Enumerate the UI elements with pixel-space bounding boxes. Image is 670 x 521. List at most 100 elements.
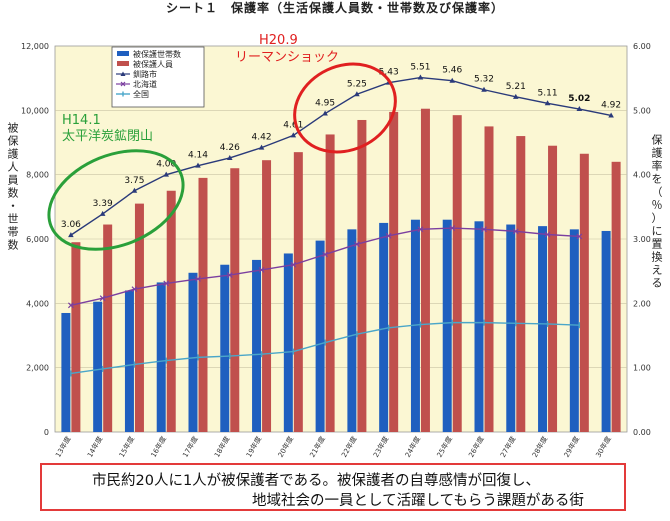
y-left-tick-label: 4,000 xyxy=(26,299,49,308)
data-point xyxy=(353,241,360,248)
bar xyxy=(442,219,452,432)
x-tick-label: 27年度 xyxy=(498,435,517,459)
x-tick-label: 24年度 xyxy=(403,435,422,459)
legend-swatch-persons xyxy=(117,61,129,66)
bar xyxy=(166,190,176,432)
label-layer: 3.06 3.39 3.75 4.00 4.14 4.26 4.42 4.61 4.95 5.25… xyxy=(61,63,621,231)
legend-swatch-households xyxy=(117,51,129,56)
data-point xyxy=(417,74,424,80)
x-tick-label: 18年度 xyxy=(212,435,231,459)
data-point xyxy=(576,106,583,112)
lehman-shock-text: リーマンショック xyxy=(235,50,339,65)
data-point xyxy=(512,93,519,99)
line-layer xyxy=(67,74,614,377)
data-label: 4.14 xyxy=(188,151,208,161)
lehman-shock-date: H20.9 xyxy=(259,33,298,48)
data-label: 3.39 xyxy=(93,199,113,209)
bar xyxy=(156,282,166,432)
bar xyxy=(548,145,558,432)
data-point xyxy=(195,162,201,168)
y-right-tick-label: 6.00 xyxy=(633,42,651,51)
chart-title: シート１ 保護率（生活保護人員数・世帯数及び保護率） xyxy=(165,1,504,15)
data-label: 5.43 xyxy=(379,68,399,78)
coal-mine-closure-ellipse xyxy=(47,149,185,251)
bar xyxy=(389,111,399,433)
y-right-tick-label: 3.00 xyxy=(633,235,651,244)
y-left-tick-label: 10,000 xyxy=(21,106,49,115)
data-label: 5.46 xyxy=(442,66,462,76)
bar xyxy=(579,153,589,432)
bar xyxy=(379,222,389,432)
data-label: 4.26 xyxy=(220,143,240,153)
data-label: 5.51 xyxy=(410,63,430,73)
chart-svg: 3.06 3.39 3.75 4.00 4.14 4.26 4.42 4.61 4.95 5.25… xyxy=(8,33,663,459)
data-point xyxy=(544,231,551,238)
bar xyxy=(61,312,71,432)
y-right-tick-label: 4.00 xyxy=(633,171,651,180)
bar-layer xyxy=(61,108,621,433)
data-point xyxy=(449,225,456,231)
x-tick-label: 14年度 xyxy=(85,435,104,459)
bar xyxy=(134,203,144,432)
bar xyxy=(506,224,516,432)
x-tick-label: 25年度 xyxy=(435,435,454,459)
bar xyxy=(220,264,230,432)
x-tick-label: 26年度 xyxy=(466,435,485,459)
bar xyxy=(188,272,198,432)
y-left-tick-label: 6,000 xyxy=(26,235,49,244)
y-right-axis-title: 保護率を（％）に置換える xyxy=(652,133,663,290)
bar xyxy=(262,160,272,433)
data-point xyxy=(258,144,265,150)
bar xyxy=(93,301,103,432)
data-point xyxy=(226,272,233,278)
y-left-tick-label: 12,000 xyxy=(21,42,49,51)
data-point xyxy=(290,132,297,138)
y-right-tick-label: 5.00 xyxy=(633,106,651,115)
data-label: 4.92 xyxy=(601,100,621,110)
data-label: 5.02 xyxy=(568,94,590,104)
x-tick-label: 17年度 xyxy=(180,435,199,459)
data-point xyxy=(449,77,456,83)
bar xyxy=(325,134,335,433)
x-tick-label: 13年度 xyxy=(53,435,72,459)
bar xyxy=(452,115,462,433)
bar xyxy=(410,219,420,432)
bar xyxy=(71,242,81,432)
data-label: 4.95 xyxy=(315,99,335,109)
data-label: 5.11 xyxy=(538,88,558,98)
data-label: 4.42 xyxy=(252,133,272,143)
y-right-tick-label: 1.00 xyxy=(633,364,651,373)
legend: 被保護世帯数 被保護人員 釧路市 北海道 全国 xyxy=(111,46,205,108)
grid-layer xyxy=(55,110,627,368)
bar xyxy=(198,177,208,432)
data-point xyxy=(258,266,265,273)
x-tick-label: 15年度 xyxy=(117,435,136,459)
bar xyxy=(357,119,367,432)
data-label: 4.61 xyxy=(283,120,303,130)
data-label: 4.00 xyxy=(156,160,176,170)
bar xyxy=(611,161,621,433)
data-label: 5.32 xyxy=(474,75,494,85)
legend-marker-kushiro xyxy=(120,71,126,76)
data-point xyxy=(322,110,328,116)
x-tick-label: 30年度 xyxy=(594,435,613,459)
data-point xyxy=(163,171,170,177)
x-tick-label: 28年度 xyxy=(530,435,549,459)
x-tick-label: 23年度 xyxy=(371,435,390,459)
data-point xyxy=(68,232,74,238)
data-point xyxy=(512,228,519,235)
x-tick-label: 22年度 xyxy=(339,435,358,459)
data-point xyxy=(131,187,138,193)
data-point xyxy=(481,226,487,233)
data-label: 3.75 xyxy=(124,176,144,186)
data-point xyxy=(544,100,551,106)
legend-label-hokkaido: 北海道 xyxy=(133,79,157,89)
bar xyxy=(283,253,293,432)
bar xyxy=(293,152,303,432)
data-point xyxy=(99,295,106,302)
data-point xyxy=(322,251,329,258)
legend-marker-hokkaido xyxy=(120,81,126,87)
y-left-tick-label: 0 xyxy=(44,428,49,437)
data-label: 3.06 xyxy=(61,220,81,230)
legend-label-households: 被保護世帯数 xyxy=(133,49,181,59)
